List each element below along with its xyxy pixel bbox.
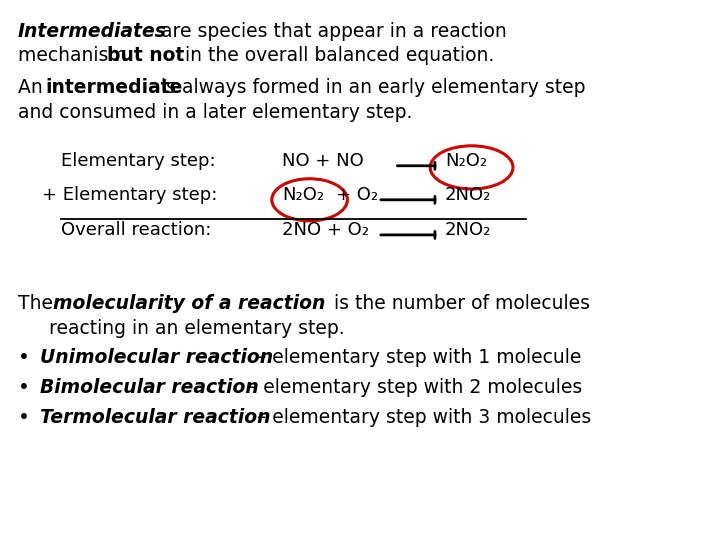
Text: Elementary step:: Elementary step: bbox=[61, 152, 216, 170]
Text: Overall reaction:: Overall reaction: bbox=[61, 221, 212, 239]
Text: is the number of molecules: is the number of molecules bbox=[328, 294, 590, 313]
Text: 2NO + O₂: 2NO + O₂ bbox=[282, 221, 369, 239]
Text: and consumed in a later elementary step.: and consumed in a later elementary step. bbox=[18, 103, 413, 122]
Text: molecularity of a reaction: molecularity of a reaction bbox=[53, 294, 325, 313]
Text: – elementary step with 1 molecule: – elementary step with 1 molecule bbox=[251, 348, 581, 367]
Text: The: The bbox=[18, 294, 59, 313]
Text: are species that appear in a reaction: are species that appear in a reaction bbox=[155, 22, 507, 40]
Text: N₂O₂: N₂O₂ bbox=[282, 186, 325, 204]
Text: NO + NO: NO + NO bbox=[282, 152, 364, 170]
Text: mechanism: mechanism bbox=[18, 46, 132, 65]
Text: in the overall balanced equation.: in the overall balanced equation. bbox=[179, 46, 494, 65]
Text: •: • bbox=[18, 378, 30, 397]
Text: Intermediates: Intermediates bbox=[18, 22, 167, 40]
Text: reacting in an elementary step.: reacting in an elementary step. bbox=[49, 319, 345, 338]
Text: intermediate: intermediate bbox=[45, 78, 183, 97]
Text: •: • bbox=[18, 408, 30, 427]
Text: 2NO₂: 2NO₂ bbox=[445, 221, 491, 239]
Text: Unimolecular reaction: Unimolecular reaction bbox=[40, 348, 273, 367]
Text: + Elementary step:: + Elementary step: bbox=[42, 186, 217, 204]
Text: Termolecular reaction: Termolecular reaction bbox=[40, 408, 270, 427]
Text: + O₂: + O₂ bbox=[336, 186, 379, 204]
Text: •: • bbox=[18, 348, 30, 367]
Text: 2NO₂: 2NO₂ bbox=[445, 186, 491, 204]
Text: – elementary step with 2 molecules: – elementary step with 2 molecules bbox=[242, 378, 582, 397]
Text: is always formed in an early elementary step: is always formed in an early elementary … bbox=[155, 78, 585, 97]
Text: N₂O₂: N₂O₂ bbox=[445, 152, 487, 170]
Text: Bimolecular reaction: Bimolecular reaction bbox=[40, 378, 258, 397]
Text: – elementary step with 3 molecules: – elementary step with 3 molecules bbox=[251, 408, 591, 427]
Text: An: An bbox=[18, 78, 49, 97]
Text: but not: but not bbox=[107, 46, 184, 65]
